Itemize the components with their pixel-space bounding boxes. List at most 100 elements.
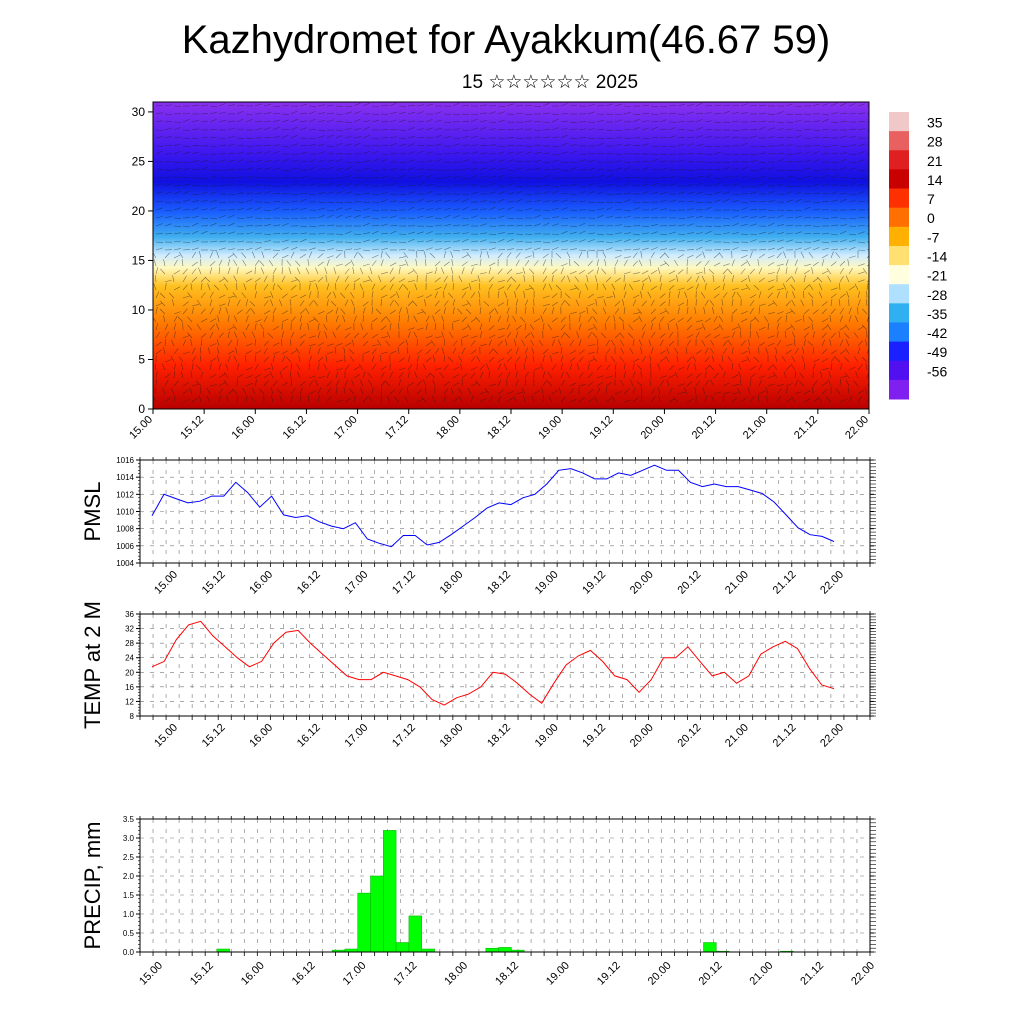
wind-barb — [281, 275, 286, 283]
wind-barb — [632, 207, 640, 211]
wind-barb — [586, 275, 589, 283]
wind-barb — [182, 183, 190, 187]
wind-barb — [695, 261, 702, 267]
wind-barb — [776, 128, 784, 131]
wind-barb — [659, 262, 667, 267]
wind-barb — [227, 267, 231, 275]
wind-barb — [163, 315, 166, 323]
wind-barb — [596, 152, 605, 155]
wind-barb — [542, 129, 551, 131]
wind-barb — [299, 387, 303, 395]
wind-barb — [272, 267, 277, 275]
wind-barb — [515, 128, 523, 131]
wind-barb — [659, 184, 667, 187]
wind-barb — [371, 225, 380, 227]
colorbar-swatch — [889, 245, 909, 266]
wind-barb — [747, 387, 751, 395]
wind-barb — [506, 144, 515, 147]
wind-barb — [218, 259, 223, 267]
wind-barb — [758, 161, 766, 164]
panel-frame — [139, 459, 871, 564]
wind-barb — [569, 216, 577, 219]
wind-barb — [263, 144, 272, 147]
y-tick-label: 1006 — [116, 542, 134, 551]
wind-barb — [173, 105, 182, 107]
wind-barb — [227, 248, 235, 251]
wind-barb — [443, 251, 447, 259]
wind-barb — [731, 215, 739, 219]
wind-barb — [533, 167, 541, 171]
wind-barb — [344, 207, 352, 211]
wind-barb — [578, 349, 585, 355]
wind-barb — [731, 161, 740, 163]
wind-barb — [344, 127, 352, 131]
wind-barb — [425, 239, 433, 243]
wind-barb — [722, 104, 730, 107]
wind-barb — [803, 390, 811, 395]
wind-barb — [749, 396, 755, 403]
wind-barb — [245, 270, 253, 275]
wind-barb — [461, 238, 469, 243]
wind-barb — [596, 282, 598, 291]
wind-barb — [866, 112, 869, 115]
wind-barb — [200, 104, 208, 107]
wind-barb — [731, 111, 739, 115]
wind-barb — [362, 279, 370, 283]
wind-barb — [650, 308, 657, 315]
wind-barb — [683, 387, 688, 395]
wind-barb — [862, 268, 868, 275]
wind-barb — [290, 294, 298, 299]
wind-barb — [749, 223, 757, 227]
wind-barb — [173, 315, 178, 323]
wind-barb — [794, 319, 802, 323]
wind-barb — [704, 145, 712, 148]
wind-barb — [416, 104, 424, 107]
wind-barb — [195, 380, 202, 387]
wind-barb — [667, 323, 670, 331]
wind-barb — [209, 324, 215, 331]
wind-barb — [385, 340, 391, 347]
wind-barb — [587, 363, 590, 371]
x-tick-label: 18.12 — [485, 722, 513, 750]
wind-barb — [659, 199, 667, 203]
wind-barb — [848, 267, 853, 275]
wind-barb — [290, 110, 298, 115]
wind-barb — [506, 159, 514, 163]
wind-barb — [515, 198, 523, 203]
wind-barb — [182, 145, 191, 148]
wind-barb — [209, 291, 214, 299]
wind-barb — [542, 307, 547, 315]
wind-barb — [488, 348, 494, 355]
wind-barb — [623, 225, 632, 227]
wind-barb — [674, 347, 679, 355]
wind-barb — [776, 331, 779, 339]
wind-barb — [380, 298, 382, 307]
wind-barb — [384, 380, 391, 387]
wind-barb — [164, 113, 172, 116]
wind-barb — [542, 295, 550, 299]
wind-barb — [794, 191, 802, 195]
wind-barb — [279, 299, 283, 307]
colorbar-swatch — [889, 207, 909, 228]
wind-barb — [429, 372, 436, 379]
wind-barb — [470, 372, 476, 379]
wind-barb — [776, 288, 784, 291]
wind-barb — [407, 206, 415, 211]
wind-barb — [407, 191, 415, 195]
wind-barb — [432, 355, 436, 363]
wind-barb — [758, 394, 760, 403]
wind-barb — [596, 214, 604, 219]
wind-barb — [308, 118, 316, 123]
wind-barb — [713, 225, 722, 227]
wind-barb — [857, 121, 866, 123]
wind-barb — [611, 339, 616, 347]
wind-barb — [839, 260, 846, 267]
wind-barb — [488, 262, 496, 267]
wind-barb — [551, 185, 559, 188]
wind-barb — [371, 283, 376, 291]
wind-barb — [659, 310, 667, 315]
wind-barb — [542, 348, 549, 355]
wind-barb — [182, 129, 190, 132]
wind-barb — [317, 276, 324, 283]
wind-barb — [817, 396, 823, 403]
